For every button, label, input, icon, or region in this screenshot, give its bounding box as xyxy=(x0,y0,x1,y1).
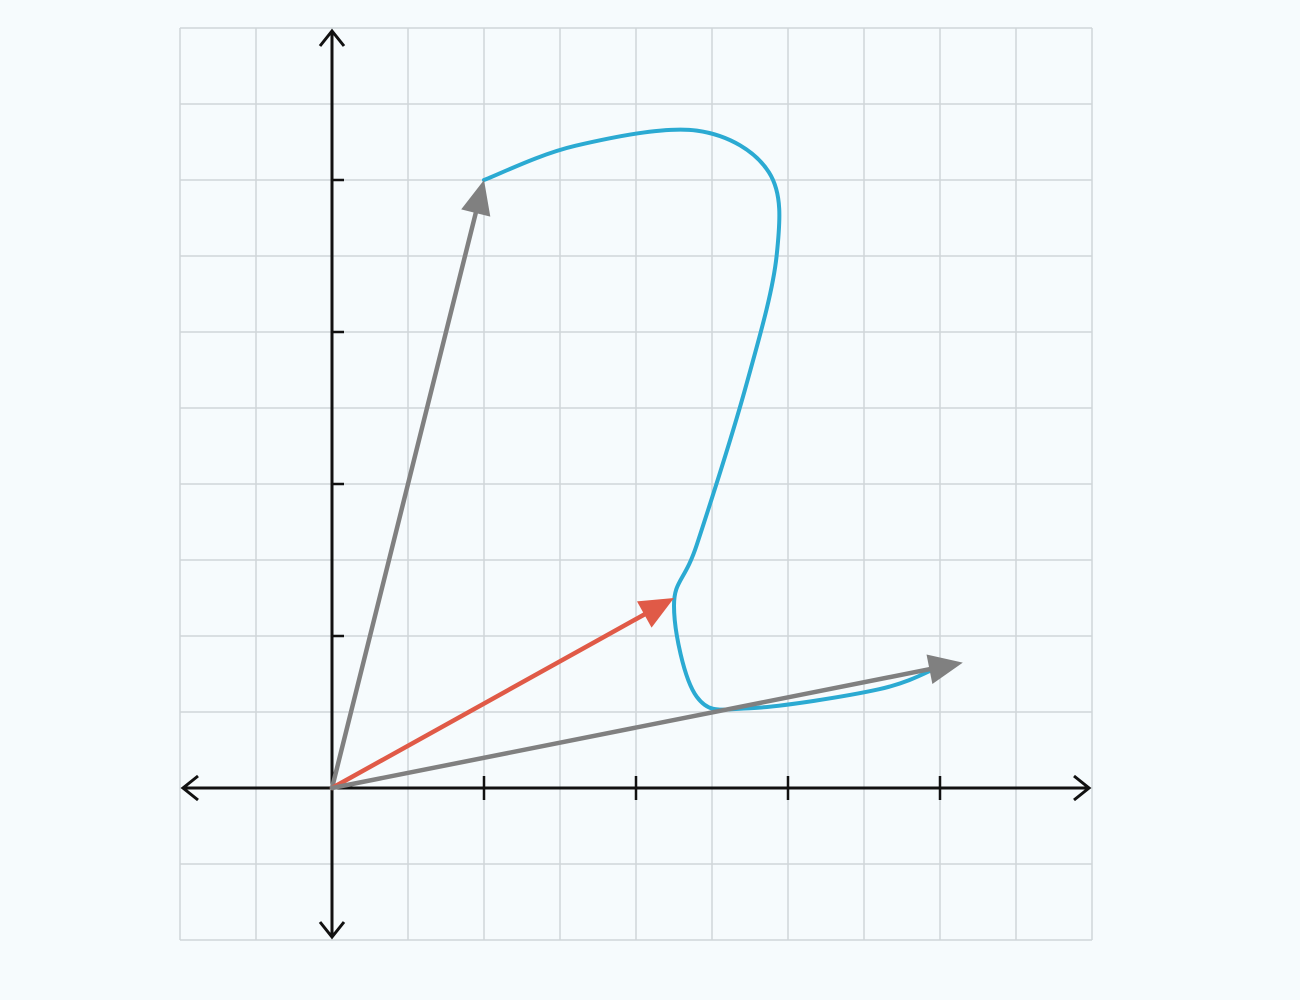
blue-curve xyxy=(482,127,942,712)
gray-lower-vector-arrowhead xyxy=(926,654,963,684)
red-vector-arrowhead xyxy=(636,598,674,628)
red-vector xyxy=(329,612,647,791)
gray-upper-vector-arrowhead xyxy=(461,180,491,217)
coordinate-grid xyxy=(179,27,1093,941)
x-axis-left-arrowhead xyxy=(180,774,199,802)
curve-layer xyxy=(482,127,942,712)
x-axis-right-arrowhead xyxy=(1073,774,1092,802)
gray-lower-vector xyxy=(329,666,932,791)
y-axis-bottom-arrowhead xyxy=(318,921,346,940)
vector-layer xyxy=(329,180,963,791)
y-axis-top-arrowhead xyxy=(318,28,346,47)
gray-upper-vector xyxy=(329,210,479,791)
